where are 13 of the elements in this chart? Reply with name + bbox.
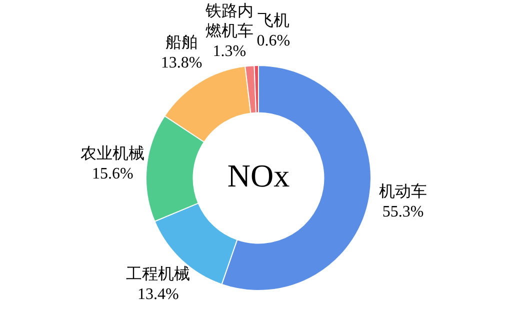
data-label: 13.8% [160,54,202,72]
slice-label: 铁路内燃机车 [204,2,254,40]
slice-label: 机动车 [378,182,427,200]
data-label: 0.6% [256,32,290,50]
data-label: 15.6% [92,165,134,182]
slice-label: 飞机 [257,12,290,30]
slice-label: 船舶 [166,34,198,52]
text: NOx [227,157,290,194]
slice-label: 农业机械 [80,144,145,162]
slice-label: 工程机械 [126,264,190,283]
data-label: 13.4% [138,286,179,303]
data-label: 55.3% [382,203,424,220]
data-label: 1.3% [212,43,246,60]
